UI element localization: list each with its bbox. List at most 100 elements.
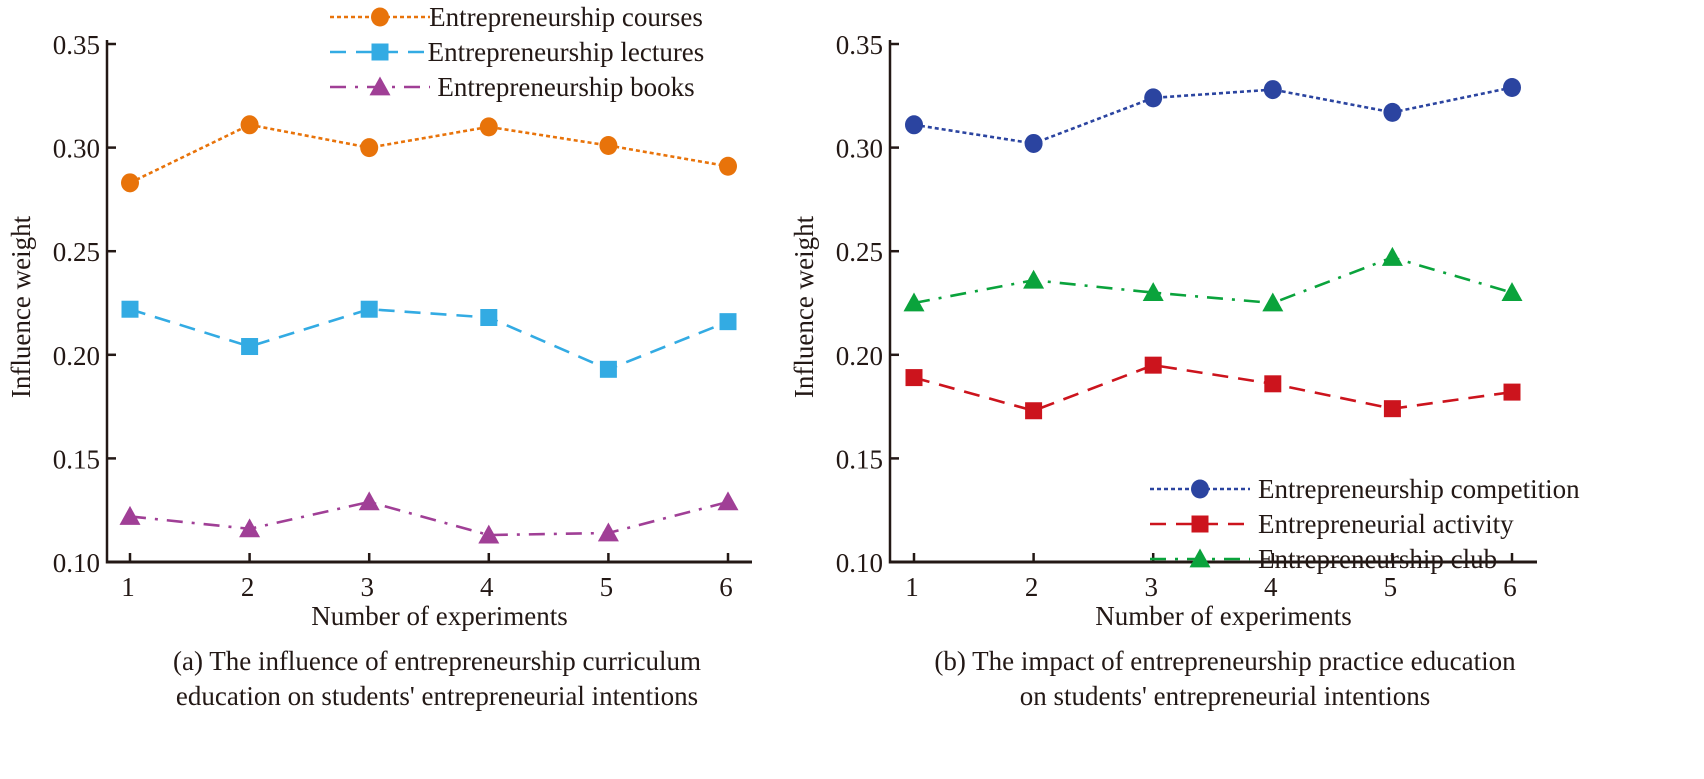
y-tick-label: 0.15 bbox=[836, 444, 883, 474]
data-point bbox=[719, 156, 737, 176]
y-tick-label: 0.10 bbox=[836, 548, 883, 578]
data-point bbox=[1144, 356, 1162, 374]
x-tick-label: 3 bbox=[360, 572, 374, 602]
x-tick-label: 1 bbox=[905, 572, 919, 602]
series-entrepreneurship-courses bbox=[121, 115, 737, 193]
x-tick-label: 6 bbox=[719, 572, 733, 602]
chart-b: 0.10 0.15 0.20 0.25 0.30 0.35 1 2 3 4 5 6 Number of … bbox=[789, 30, 1580, 711]
legend-item: Entrepreneurship lectures bbox=[330, 37, 704, 67]
y-tick-label: 0.20 bbox=[836, 341, 883, 371]
legend-marker bbox=[1189, 548, 1211, 568]
data-point bbox=[1503, 383, 1521, 401]
y-tick-label: 0.35 bbox=[53, 30, 100, 60]
legend-item: Entrepreneurship club bbox=[1150, 544, 1497, 574]
data-point bbox=[1383, 102, 1402, 122]
data-point bbox=[1144, 88, 1163, 108]
legend-label: Entrepreneurship lectures bbox=[428, 37, 705, 67]
x-tick-label: 3 bbox=[1144, 572, 1158, 602]
legend-marker bbox=[371, 43, 389, 61]
y-tick-label: 0.20 bbox=[53, 341, 100, 371]
legend-label: Entrepreneurship club bbox=[1258, 544, 1497, 574]
legend-marker bbox=[1191, 515, 1209, 533]
data-point bbox=[241, 338, 259, 356]
x-tick-label: 4 bbox=[1264, 572, 1278, 602]
data-point bbox=[121, 300, 139, 318]
x-axis-title: Number of experiments bbox=[1095, 601, 1351, 631]
legend-item: Entrepreneurship competition bbox=[1150, 474, 1580, 504]
series-entrepreneurial-activity bbox=[905, 356, 1521, 420]
data-point bbox=[360, 300, 378, 318]
y-axis-title: Influence weight bbox=[789, 215, 819, 398]
series-entrepreneurship-club bbox=[903, 246, 1523, 312]
data-point bbox=[1501, 282, 1523, 302]
x-tick-label: 5 bbox=[600, 572, 614, 602]
data-point bbox=[903, 292, 925, 312]
data-point bbox=[240, 115, 259, 135]
y-tick-label: 0.35 bbox=[836, 30, 883, 60]
x-tick-label: 1 bbox=[121, 572, 135, 602]
x-tick-label: 4 bbox=[480, 572, 494, 602]
figure-caption-line: education on students' entrepreneurial i… bbox=[176, 681, 698, 711]
data-point bbox=[1023, 269, 1045, 289]
series-entrepreneurship-lectures bbox=[121, 300, 737, 378]
x-tick-label: 6 bbox=[1503, 572, 1517, 602]
legend-item: Entrepreneurship courses bbox=[330, 2, 703, 32]
legend-label: Entrepreneurship competition bbox=[1258, 474, 1580, 504]
legend-item: Entrepreneurship books bbox=[330, 72, 695, 102]
series-line bbox=[913, 86, 1513, 145]
data-point bbox=[599, 136, 618, 156]
data-point bbox=[1264, 375, 1282, 393]
data-point bbox=[597, 522, 619, 542]
data-point bbox=[1025, 402, 1043, 420]
series-line bbox=[913, 363, 1513, 413]
data-point bbox=[239, 518, 261, 538]
figure-caption-line: (b) The impact of entrepreneurship pract… bbox=[934, 646, 1516, 676]
x-tick-label: 5 bbox=[1384, 572, 1398, 602]
y-axis-title: Influence weight bbox=[6, 215, 36, 398]
legend-label: Entrepreneurship books bbox=[437, 72, 694, 102]
data-point bbox=[1263, 80, 1282, 100]
series-entrepreneurship-books bbox=[119, 491, 739, 544]
data-point bbox=[1024, 133, 1043, 153]
legend-label: Entrepreneurial activity bbox=[1258, 509, 1514, 539]
data-point bbox=[719, 313, 737, 331]
legend-label: Entrepreneurship courses bbox=[429, 2, 703, 32]
y-tick-label: 0.30 bbox=[836, 134, 883, 164]
y-tick-label: 0.15 bbox=[53, 444, 100, 474]
legend-marker bbox=[369, 76, 391, 96]
y-tick-label: 0.25 bbox=[53, 237, 100, 267]
y-tick-label: 0.25 bbox=[836, 237, 883, 267]
figure-caption-line: on students' entrepreneurial intentions bbox=[1020, 681, 1431, 711]
y-tick-label: 0.10 bbox=[53, 548, 100, 578]
data-point bbox=[599, 360, 617, 378]
y-tick-label: 0.30 bbox=[53, 134, 100, 164]
data-point bbox=[358, 491, 380, 511]
x-tick-label: 2 bbox=[241, 572, 255, 602]
series-line bbox=[129, 123, 729, 184]
x-axis-title: Number of experiments bbox=[311, 601, 567, 631]
data-point bbox=[1381, 246, 1403, 266]
data-point bbox=[121, 173, 139, 193]
series-line bbox=[129, 307, 729, 371]
data-point bbox=[717, 491, 739, 511]
series-line bbox=[913, 256, 1513, 305]
legend-item: Entrepreneurial activity bbox=[1150, 509, 1514, 539]
data-point bbox=[905, 115, 923, 135]
figure-caption-line: (a) The influence of entrepreneurship cu… bbox=[173, 646, 701, 676]
data-point bbox=[1383, 400, 1401, 418]
data-point bbox=[1262, 292, 1284, 312]
x-tick-label: 2 bbox=[1025, 572, 1039, 602]
data-point bbox=[905, 369, 923, 387]
series-entrepreneurship-competition bbox=[905, 78, 1521, 153]
chart-a: 0.10 0.15 0.20 0.25 0.30 0.35 1 2 3 4 5 6 Number of … bbox=[6, 2, 752, 711]
data-point bbox=[480, 309, 498, 327]
data-point bbox=[1142, 282, 1164, 302]
data-point bbox=[119, 505, 141, 525]
legend-marker bbox=[371, 7, 389, 27]
data-point bbox=[478, 524, 500, 544]
data-point bbox=[1503, 78, 1521, 98]
data-point bbox=[479, 117, 498, 137]
series-line bbox=[129, 500, 729, 537]
data-point bbox=[360, 138, 379, 158]
